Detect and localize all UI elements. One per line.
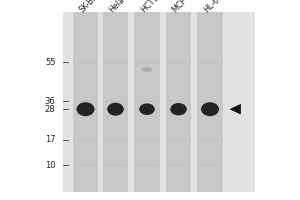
FancyBboxPatch shape	[103, 12, 128, 192]
Text: 17: 17	[45, 135, 56, 144]
Ellipse shape	[170, 103, 187, 115]
FancyBboxPatch shape	[63, 12, 255, 192]
Text: SK-BR-3: SK-BR-3	[78, 0, 106, 14]
Ellipse shape	[201, 102, 219, 116]
FancyBboxPatch shape	[134, 12, 160, 192]
FancyBboxPatch shape	[197, 12, 223, 192]
Text: MCF-7: MCF-7	[171, 0, 195, 14]
Text: 10: 10	[45, 160, 56, 170]
Text: 55: 55	[45, 58, 56, 67]
FancyBboxPatch shape	[73, 12, 98, 192]
Text: HL-60: HL-60	[202, 0, 225, 14]
Text: 36: 36	[45, 97, 56, 106]
Ellipse shape	[107, 103, 124, 116]
Ellipse shape	[141, 67, 153, 72]
Text: Hela: Hela	[108, 0, 127, 14]
Ellipse shape	[76, 102, 94, 116]
Polygon shape	[230, 104, 241, 115]
Text: 28: 28	[45, 105, 56, 114]
Text: HCT116: HCT116	[139, 0, 168, 14]
FancyBboxPatch shape	[166, 12, 191, 192]
Ellipse shape	[139, 103, 155, 115]
